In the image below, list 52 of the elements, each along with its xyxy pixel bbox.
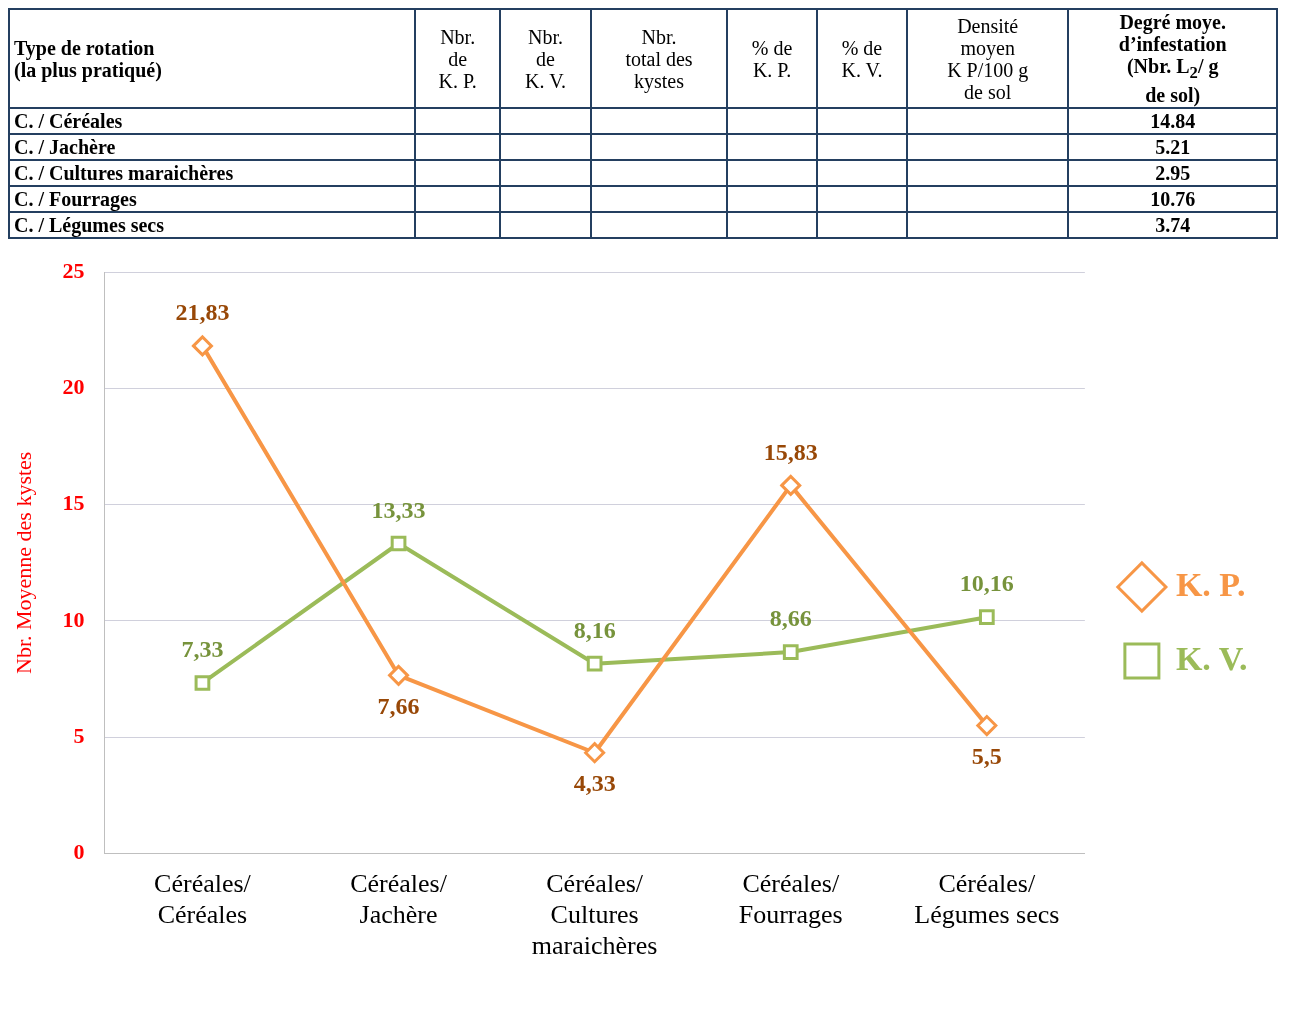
category-label: Densité moyen K P/100 g de sol: [907, 9, 1069, 108]
y-tick-label: 15: [62, 490, 85, 516]
text: 3.74: [1068, 212, 1277, 238]
text: 2.95: [1068, 160, 1277, 186]
category-label: % de K. V.: [816, 9, 908, 108]
point: [390, 535, 407, 552]
legend-label: K. P.: [1175, 565, 1246, 603]
category-label: Nbr. de K. P.: [414, 9, 501, 108]
data-label: 15,83: [763, 438, 818, 465]
x-tick-label: Céréales/ Fourrages: [738, 868, 843, 930]
point: [191, 335, 213, 357]
x-tick-label: Céréales/ Légumes secs: [914, 868, 1060, 930]
category-label: C. / Jachère: [14, 136, 116, 158]
point: [978, 609, 995, 626]
data-label: 5,5: [971, 742, 1002, 769]
data-label: 8,16: [573, 616, 616, 643]
data-label: 4,33: [573, 769, 616, 796]
point: [194, 675, 211, 691]
data-label: 8,66: [769, 605, 812, 632]
category-label: C. / Cultures maraichères: [14, 162, 234, 184]
text: 10.76: [1068, 186, 1277, 212]
category-label: C. / Fourrages: [14, 188, 137, 210]
text: 5.21: [1068, 134, 1277, 160]
point: [586, 655, 603, 672]
legend-label: K. V.: [1175, 639, 1248, 677]
y-tick-label: 5: [73, 722, 85, 748]
category-label: C. / Céréales: [14, 110, 123, 132]
y-tick-label: 25: [62, 257, 85, 283]
point: [388, 664, 410, 686]
data-label: 10,16: [959, 570, 1014, 597]
category-label: Type de rotation (la plus pratiqué): [9, 9, 415, 108]
category-label: Nbr. total des kystes: [590, 9, 728, 108]
x-tick-label: Céréales/ Céréales: [154, 868, 252, 930]
x-tick-label: Céréales/ Jachère: [350, 868, 448, 930]
point: [584, 742, 606, 764]
point: [976, 715, 998, 737]
data-label: 13,33: [371, 496, 426, 523]
point: [782, 644, 799, 660]
data-label: 7,66: [377, 692, 420, 719]
y-tick-label: 10: [62, 606, 85, 632]
point: [780, 474, 802, 496]
category-label: Nbr. de K. V.: [500, 9, 591, 108]
y-axis-title: Nbr. Moyenne des kystes: [10, 451, 36, 675]
data-label: 21,83: [175, 299, 230, 326]
y-tick-label: 20: [62, 374, 85, 400]
category-label: C. / Légumes secs: [14, 214, 164, 236]
data-label: 7,33: [181, 636, 224, 663]
text: 14.84: [1068, 108, 1277, 134]
category-label: Degré moye. d’infestation (Nbr. L$_{2}$/ g de sol): [1068, 9, 1277, 108]
category-label: % de K. P.: [727, 9, 817, 108]
x-tick-label: Céréales/ Cultures maraichères: [531, 868, 658, 961]
y-tick-label: 0: [73, 839, 85, 865]
